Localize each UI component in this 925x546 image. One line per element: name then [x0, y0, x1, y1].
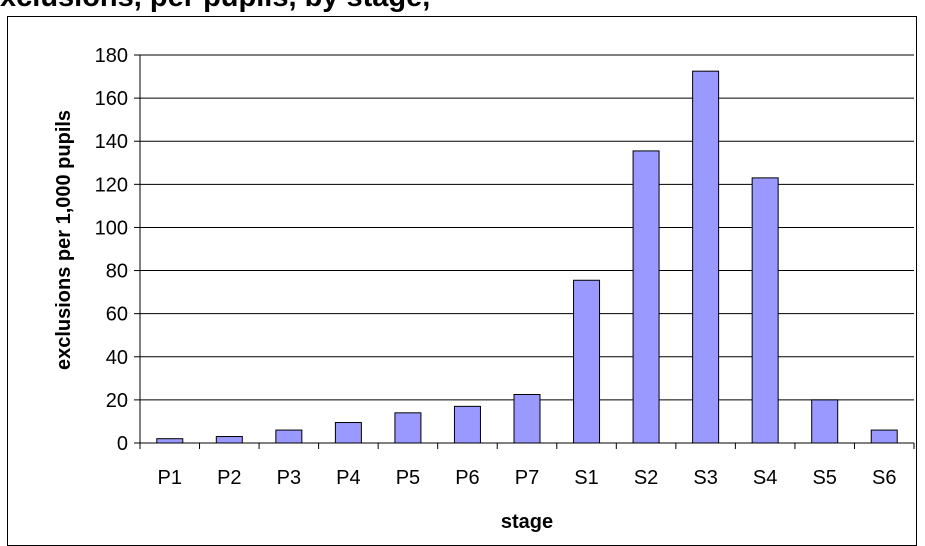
bar-s1 — [573, 279, 601, 444]
bar-p1 — [156, 438, 184, 444]
y-tick-label: 0 — [117, 433, 128, 455]
bar-p3 — [275, 429, 303, 444]
bar-s4 — [751, 177, 779, 444]
x-tick-label: S5 — [812, 467, 836, 489]
bar-p5 — [394, 412, 422, 444]
bar-s2 — [632, 150, 660, 444]
bar-p7 — [513, 394, 541, 444]
y-tick-label: 60 — [106, 304, 128, 326]
tick-labels: 0 20 40 60 80 100 120 140 160 180 P1 P2 P3 P4 P5 P6 P7 S1… — [95, 45, 897, 489]
y-tick-label: 140 — [95, 131, 128, 153]
x-tick-label: S3 — [693, 467, 717, 489]
bar-p2 — [215, 436, 243, 444]
x-tick-label: S4 — [753, 467, 777, 489]
x-tick-label: S6 — [872, 467, 896, 489]
bar-s3 — [692, 70, 720, 444]
x-tick-label: P6 — [455, 467, 479, 489]
y-tick-label: 80 — [106, 261, 128, 283]
bar-s5 — [811, 399, 839, 444]
y-tick-label: 180 — [95, 45, 128, 67]
x-tick-label: P5 — [396, 467, 420, 489]
x-tick-label: S2 — [634, 467, 658, 489]
x-tick-label: S1 — [574, 467, 598, 489]
y-tick-label: 100 — [95, 217, 128, 239]
x-tick-label: P1 — [158, 467, 182, 489]
x-tick-label: P7 — [515, 467, 539, 489]
x-tick-label: P2 — [217, 467, 241, 489]
bar-s6 — [870, 429, 898, 444]
x-tick-label: P4 — [336, 467, 360, 489]
bars — [156, 70, 898, 444]
bar-p4 — [334, 422, 362, 444]
chart-title: xclusions, per pupils, by stage, — [0, 0, 430, 14]
y-axis-title: exclusions per 1,000 pupils — [53, 110, 75, 370]
y-tick-label: 20 — [106, 390, 128, 412]
axes — [134, 54, 915, 449]
y-tick-label: 120 — [95, 174, 128, 196]
bar-p6 — [453, 405, 481, 444]
y-tick-label: 160 — [95, 88, 128, 110]
x-tick-label: P3 — [277, 467, 301, 489]
gridlines — [140, 54, 914, 401]
y-tick-label: 40 — [106, 347, 128, 369]
x-axis-title: stage — [501, 511, 553, 533]
